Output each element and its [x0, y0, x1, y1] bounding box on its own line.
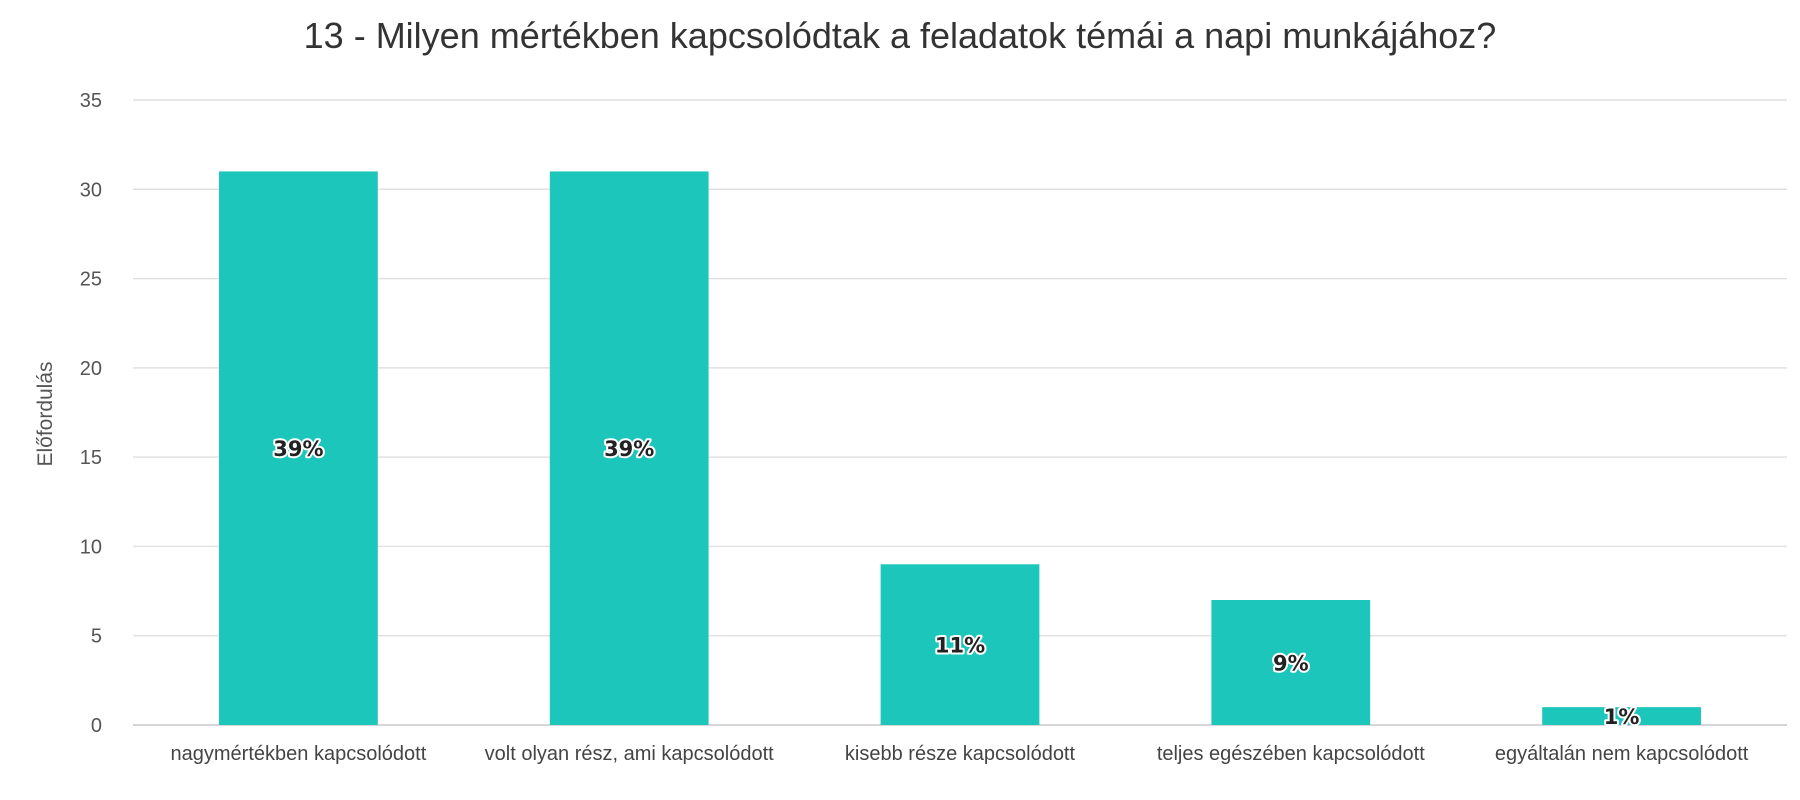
x-axis-category-labels: nagymértékben kapcsolódott volt olyan rés… [171, 743, 1749, 765]
bar-data-label: 9% [1273, 652, 1309, 676]
bar[interactable] [1211, 600, 1371, 725]
bar[interactable] [1542, 707, 1701, 725]
y-tick-label: 25 [80, 269, 102, 291]
bars [219, 171, 1701, 725]
gridlines [133, 99, 1787, 726]
chart-title: 13 - Milyen mértékben kapcsolódtak a fel… [304, 15, 1497, 56]
bar-data-label: 39% [273, 437, 323, 461]
x-category-label: kisebb része kapcsolódott [845, 743, 1076, 765]
y-tick-label: 20 [80, 358, 102, 380]
bar[interactable] [880, 564, 1040, 725]
y-tick-label: 0 [91, 715, 102, 737]
x-category-label: egyáltalán nem kapcsolódott [1495, 743, 1749, 765]
bar-data-label: 39% [604, 437, 654, 461]
y-tick-label: 35 [80, 90, 102, 112]
y-tick-label: 30 [80, 179, 102, 201]
bar[interactable] [219, 171, 378, 725]
bar-data-label: 1% [1604, 705, 1640, 729]
bar-data-label: 11% [935, 634, 985, 658]
x-category-label: teljes egészében kapcsolódott [1157, 743, 1425, 765]
y-tick-label: 5 [91, 626, 102, 648]
x-category-label: nagymértékben kapcsolódott [171, 743, 427, 765]
y-axis-ticks: 0 5 10 15 20 25 30 35 [80, 90, 102, 737]
y-axis-label: Előfordulás [34, 361, 57, 466]
bar[interactable] [549, 171, 709, 725]
y-tick-label: 10 [80, 536, 102, 558]
x-category-label: volt olyan rész, ami kapcsolódott [485, 743, 774, 765]
y-tick-label: 15 [80, 447, 102, 469]
data-labels: 39% 39% 11% 9% 1% [271, 435, 1641, 731]
